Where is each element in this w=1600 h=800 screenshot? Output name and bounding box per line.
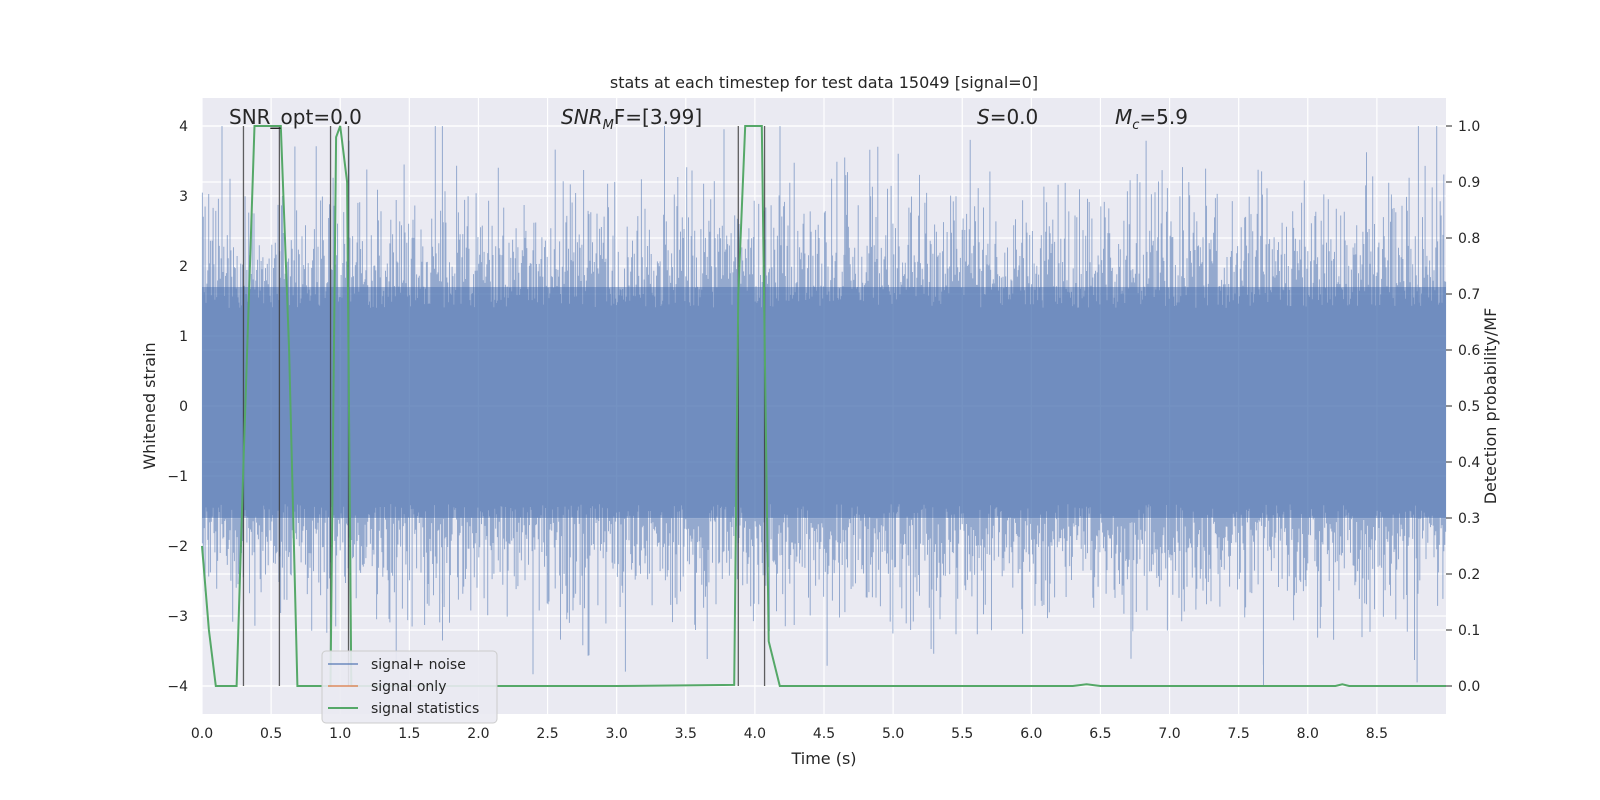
y-right-tick-3: 0.7: [1458, 287, 1480, 303]
x-tick-6: 3.0: [606, 726, 628, 742]
chart-title: stats at each timestep for test data 150…: [610, 73, 1038, 92]
x-tick-4: 2.0: [467, 726, 489, 742]
x-tick-13: 6.5: [1089, 726, 1111, 742]
y-tick-labels: 4 3 2 1 0 −1 −2 −3 −4: [167, 119, 188, 695]
x-tick-2: 1.0: [329, 726, 351, 742]
mc-annotation: Mc=5.9: [1115, 105, 1188, 133]
snr-mf-annotation: SNRMF=[3.99]: [561, 105, 702, 133]
y-right-tick-5: 0.5: [1458, 399, 1480, 415]
x-tick-14: 7.0: [1158, 726, 1180, 742]
y-tick-5: −1: [167, 469, 188, 485]
y-right-tick-6: 0.4: [1458, 455, 1480, 471]
y-tick-2: 2: [179, 259, 188, 275]
legend: signal+ noise signal only signal statist…: [321, 650, 498, 724]
s-base: S: [977, 105, 990, 129]
y-right-tick-0: 1.0: [1458, 119, 1480, 135]
x-tick-16: 8.0: [1297, 726, 1319, 742]
snr-mf-sub: M: [603, 118, 614, 133]
y-right-tick-10: 0.0: [1458, 679, 1480, 695]
y-tick-0: 4: [179, 119, 188, 135]
y-tick-1: 3: [179, 189, 188, 205]
noise-spikes: [201, 126, 1447, 686]
y-right-tick-4: 0.6: [1458, 343, 1480, 359]
x-tick-1: 0.5: [260, 726, 282, 742]
legend-label-signal-only: signal only: [371, 679, 446, 695]
s-rest: =0.0: [990, 105, 1039, 129]
y-tick-6: −2: [167, 539, 188, 555]
y-tick-8: −4: [167, 679, 188, 695]
x-tick-9: 4.5: [813, 726, 835, 742]
y-right-tick-2: 0.8: [1458, 231, 1480, 247]
x-tick-8: 4.0: [744, 726, 766, 742]
mc-base: M: [1115, 105, 1132, 129]
snr-opt-annotation: SNR_opt=0.0: [229, 105, 362, 129]
x-tick-11: 5.5: [951, 726, 973, 742]
legend-box: [321, 650, 498, 724]
signal-noise-series: [201, 126, 1447, 686]
x-tick-12: 6.0: [1020, 726, 1042, 742]
y-tick-4: 0: [179, 399, 188, 415]
legend-label-signal-statistics: signal statistics: [371, 701, 479, 717]
x-axis-label: Time (s): [790, 749, 856, 768]
y-right-axis-label: Detection probability/MF: [1481, 308, 1500, 505]
x-tick-5: 2.5: [536, 726, 558, 742]
mc-sub: c: [1132, 118, 1139, 133]
y-axis-label: Whitened strain: [140, 342, 159, 469]
y-right-tick-7: 0.3: [1458, 511, 1480, 527]
x-tick-17: 8.5: [1366, 726, 1388, 742]
s-annotation: S=0.0: [977, 105, 1038, 129]
y-right-tick-labels: 1.0 0.9 0.8 0.7 0.6 0.5 0.4 0.3 0.2 0.1 0.0: [1446, 119, 1480, 695]
y-tick-3: 1: [179, 329, 188, 345]
x-tick-15: 7.5: [1228, 726, 1250, 742]
snr-mf-rest: F=[3.99]: [614, 105, 702, 129]
x-tick-10: 5.0: [882, 726, 904, 742]
x-tick-0: 0.0: [191, 726, 213, 742]
y-right-tick-1: 0.9: [1458, 175, 1480, 191]
y-right-tick-8: 0.2: [1458, 567, 1480, 583]
mc-rest: =5.9: [1139, 105, 1188, 129]
y-right-tick-9: 0.1: [1458, 623, 1480, 639]
y-tick-7: −3: [167, 609, 188, 625]
legend-label-signal-noise: signal+ noise: [371, 657, 466, 673]
snr-mf-base: SNR: [561, 105, 603, 129]
x-tick-3: 1.5: [398, 726, 420, 742]
x-tick-labels: 0.0 0.5 1.0 1.5 2.0 2.5 3.0 3.5 4.0 4.5 5.0 5.5 6.0 6…: [191, 726, 1388, 742]
x-tick-7: 3.5: [675, 726, 697, 742]
